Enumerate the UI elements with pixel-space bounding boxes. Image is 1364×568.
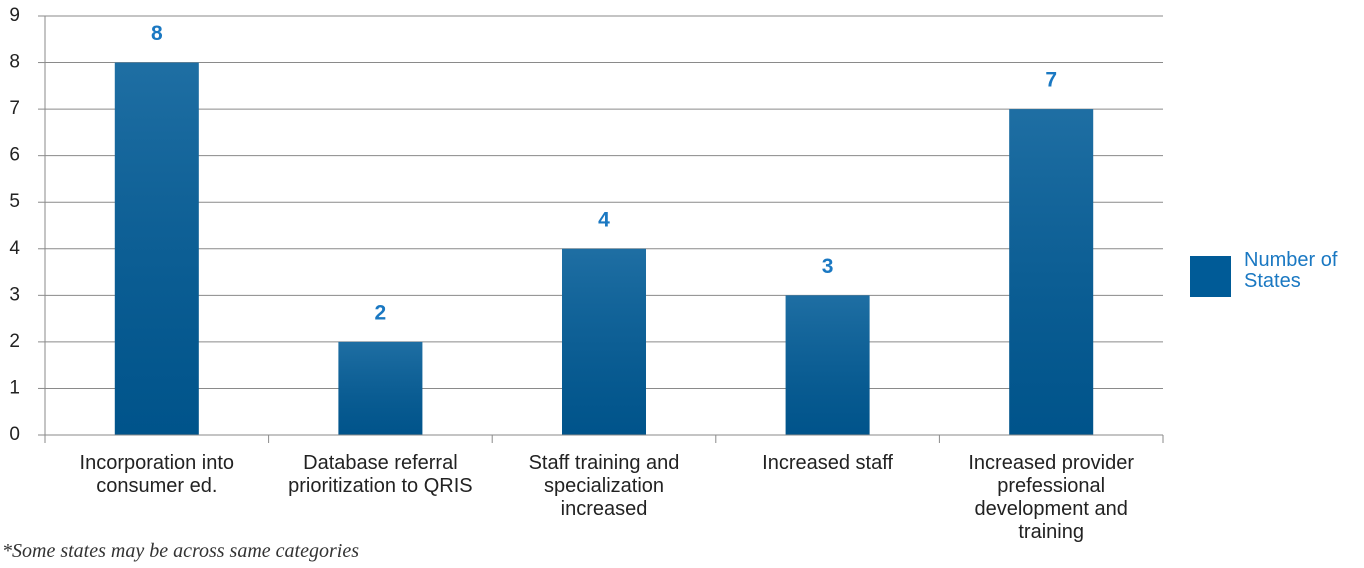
bar-shade xyxy=(785,295,870,435)
value-label: 3 xyxy=(822,255,834,278)
bar-shade xyxy=(1009,109,1094,435)
y-tick-label: 3 xyxy=(9,284,20,305)
value-label: 2 xyxy=(375,301,387,324)
bar-shade xyxy=(114,62,199,436)
x-tick-label: Database referral prioritization to QRIS xyxy=(288,452,473,497)
y-tick-label: 4 xyxy=(9,238,20,259)
y-tick-label: 8 xyxy=(9,52,20,73)
legend-label: Number of States xyxy=(1244,249,1338,292)
y-tick-label: 1 xyxy=(9,377,20,398)
y-tick-label: 9 xyxy=(9,5,20,26)
legend-swatch xyxy=(1190,256,1231,297)
y-tick-label: 7 xyxy=(9,98,20,119)
y-tick-label: 0 xyxy=(9,424,20,445)
footnote: *Some states may be across same categori… xyxy=(2,540,359,562)
y-tick-label: 6 xyxy=(9,145,20,166)
value-label: 7 xyxy=(1045,69,1057,92)
x-tick-label: Staff training and specialization increa… xyxy=(528,452,680,520)
value-label: 4 xyxy=(598,208,610,231)
bar-shade xyxy=(338,341,423,435)
y-tick-label: 2 xyxy=(9,331,20,352)
x-tick-label: Increased provider prefessional developm… xyxy=(968,452,1135,543)
x-tick-label: Incorporation into consumer ed. xyxy=(79,452,235,497)
value-label: 8 xyxy=(151,22,163,45)
bar-shade xyxy=(562,248,646,435)
y-tick-label: 5 xyxy=(9,191,20,212)
x-tick-label: Increased staff xyxy=(762,452,893,474)
